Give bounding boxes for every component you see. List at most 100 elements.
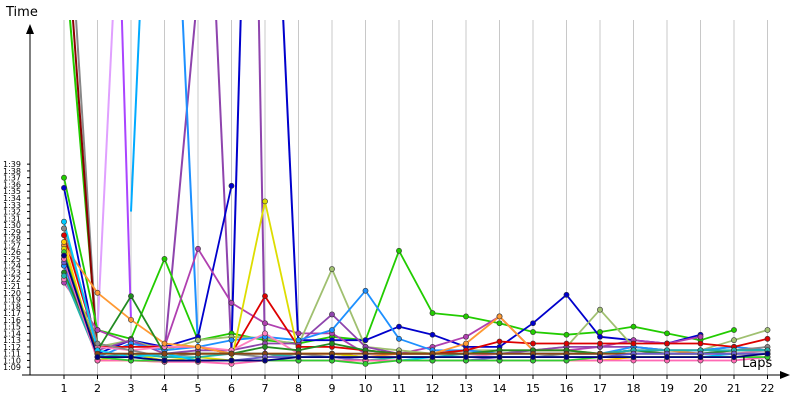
x-tick-label: 9	[329, 382, 336, 395]
y-tick-label: 1:09	[3, 363, 21, 372]
spike-line	[96, 20, 114, 331]
series-point	[362, 354, 369, 360]
x-tick-labels: 1 2 3 4 5 6 7 8 9 10 11 12 13 14 15 16 17 18 19 20 21 22	[61, 382, 775, 395]
y-tick-label: 1:29	[3, 228, 21, 237]
y-tick-label: 1:18	[3, 302, 21, 311]
series-point	[463, 354, 469, 360]
series-point	[228, 350, 235, 357]
y-tick-label: 1:33	[3, 201, 21, 210]
series-point	[731, 327, 737, 333]
series-point	[463, 340, 469, 347]
series-point	[764, 335, 771, 342]
series-point	[329, 354, 335, 360]
series-point	[362, 360, 369, 367]
series-point	[563, 354, 570, 360]
series-line	[63, 255, 768, 362]
series-point	[61, 239, 67, 245]
spike-line	[181, 20, 199, 347]
series-points	[61, 174, 771, 367]
series-point	[463, 313, 469, 320]
series-point	[429, 310, 436, 316]
series-point	[195, 337, 201, 344]
series-point	[496, 320, 503, 327]
x-tick-label: 21	[727, 382, 741, 395]
y-tick-label: 1:37	[3, 174, 21, 183]
series-point	[161, 357, 168, 364]
series-point	[161, 256, 168, 262]
x-tick-label: 11	[392, 382, 406, 395]
y-tick-label: 1:32	[3, 208, 21, 217]
y-tick-label: 1:14	[3, 329, 21, 338]
series-point	[94, 327, 101, 333]
series-point	[94, 340, 101, 347]
series-point	[764, 350, 771, 357]
series-point	[262, 357, 268, 364]
y-tick-label: 1:30	[3, 221, 21, 230]
series-point	[195, 350, 201, 357]
x-tick-label: 12	[426, 382, 440, 395]
y-tick-label: 1:24	[3, 262, 21, 271]
series-point	[262, 320, 268, 327]
series-point	[496, 313, 503, 320]
y-tick-label: 1:31	[3, 214, 21, 223]
x-axis-arrow	[780, 371, 790, 379]
series-point	[362, 287, 369, 294]
series-point	[195, 245, 201, 252]
y-tick-label: 1:36	[3, 180, 21, 189]
spike-line	[230, 20, 242, 347]
series-point	[128, 293, 134, 300]
series-line	[63, 265, 768, 358]
spike-line	[282, 20, 300, 347]
x-axis-title: Laps	[742, 356, 772, 371]
series-point	[228, 300, 235, 306]
series-point	[530, 329, 536, 335]
series-point	[563, 340, 570, 347]
y-tick-label: 1:11	[3, 350, 21, 359]
series-point	[128, 354, 134, 360]
series-point	[563, 331, 570, 338]
series-point	[61, 174, 67, 181]
series-point	[630, 340, 637, 347]
series-point	[61, 252, 67, 259]
series-point	[61, 272, 67, 279]
series-point	[664, 330, 670, 337]
series-point	[630, 354, 637, 360]
axes	[22, 24, 790, 379]
y-axis-title: Time	[5, 5, 38, 20]
y-tick-label: 1:23	[3, 268, 21, 277]
x-tick-label: 10	[359, 382, 373, 395]
series-point	[697, 333, 704, 340]
y-tick-label: 1:17	[3, 309, 21, 318]
series-point	[731, 337, 737, 344]
y-tick-label: 1:26	[3, 248, 21, 257]
series-point	[61, 225, 67, 232]
series-point	[61, 232, 67, 239]
y-tick-label: 1:35	[3, 187, 21, 196]
x-tick-label: 20	[694, 382, 708, 395]
x-tick-label: 1	[61, 382, 68, 395]
x-tick-label: 16	[560, 382, 574, 395]
series-point	[463, 333, 469, 340]
y-tick-label: 1:25	[3, 255, 21, 264]
y-tick-label: 1:22	[3, 275, 21, 284]
series-point	[597, 354, 603, 360]
series-point	[429, 354, 436, 360]
series-point	[496, 338, 503, 345]
y-tick-labels: 1:091:101:111:121:131:141:151:161:171:18…	[3, 160, 21, 372]
x-tick-label: 7	[262, 382, 269, 395]
y-tick-label: 1:27	[3, 241, 21, 250]
series-point	[262, 344, 268, 350]
spike-line	[72, 20, 99, 358]
series-point	[630, 323, 637, 330]
y-tick-label: 1:10	[3, 356, 21, 365]
y-tick-label: 1:28	[3, 235, 21, 244]
series-point	[396, 323, 402, 330]
series-point	[262, 198, 268, 205]
y-tick-label: 1:34	[3, 194, 21, 203]
series-point	[161, 340, 168, 347]
series-point	[262, 293, 268, 300]
series-point	[697, 340, 704, 347]
y-tick-label: 1:16	[3, 316, 21, 325]
y-tick-label: 1:13	[3, 336, 21, 345]
